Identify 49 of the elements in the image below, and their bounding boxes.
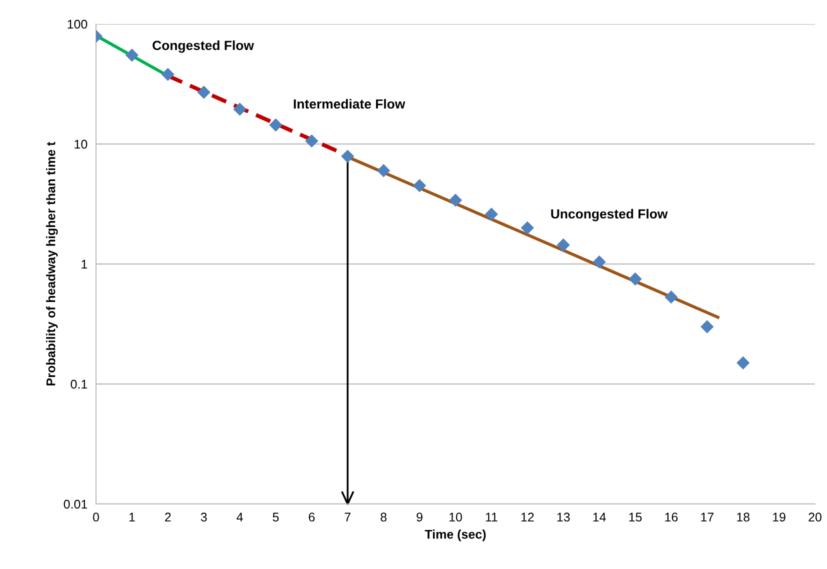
x-tick-label: 19 xyxy=(773,512,786,522)
x-tick-label: 8 xyxy=(380,512,387,522)
x-tick-label: 12 xyxy=(521,512,534,522)
point xyxy=(556,238,570,252)
point xyxy=(520,221,534,234)
x-tick-label: 13 xyxy=(557,512,570,522)
point xyxy=(484,208,498,221)
point xyxy=(341,150,354,163)
y-tick-label: 100 xyxy=(68,20,88,29)
x-tick-label: 9 xyxy=(416,512,422,522)
annotation: Intermediate Flow xyxy=(294,98,406,109)
y-tick-label: 10 xyxy=(74,140,88,149)
x-tick-label: 18 xyxy=(737,512,750,522)
y-tick-label: 0.1 xyxy=(70,380,88,389)
point xyxy=(628,272,642,286)
point xyxy=(233,102,246,116)
x-tick-label: 3 xyxy=(200,512,207,522)
point xyxy=(448,194,462,207)
point xyxy=(412,179,426,192)
annotation: Uncongested Flow xyxy=(551,208,668,222)
x-tick-label: 4 xyxy=(236,512,243,522)
point xyxy=(269,118,282,132)
x-tick-label: 7 xyxy=(344,512,350,522)
x-axis-title: Time (sec) xyxy=(424,530,486,542)
x-tick-label: 5 xyxy=(272,512,279,522)
point xyxy=(592,255,606,269)
point xyxy=(377,164,390,178)
x-tick-label: 20 xyxy=(808,512,822,522)
point xyxy=(305,134,318,148)
point xyxy=(700,320,714,334)
point xyxy=(736,356,750,370)
x-tick-label: 6 xyxy=(308,512,315,522)
x-tick-label: 2 xyxy=(165,512,171,522)
point xyxy=(197,86,210,99)
y-tick-label: 0.01 xyxy=(64,500,88,509)
y-tick-label: 1 xyxy=(82,260,88,269)
x-tick-label: 0 xyxy=(93,512,99,522)
y-axis-title: Probability of headway higher than time t xyxy=(46,142,58,386)
x-tick-label: 11 xyxy=(486,512,498,522)
x-tick-label: 10 xyxy=(450,512,462,522)
x-tick-label: 17 xyxy=(701,512,714,522)
x-tick-label: 15 xyxy=(629,512,642,522)
x-tick-label: 14 xyxy=(593,512,606,522)
annotation: Congested Flow xyxy=(152,40,254,53)
x-tick-label: 16 xyxy=(665,512,678,522)
point xyxy=(161,68,174,82)
x-tick-label: 1 xyxy=(129,512,135,522)
point xyxy=(125,48,139,62)
point xyxy=(664,290,678,304)
